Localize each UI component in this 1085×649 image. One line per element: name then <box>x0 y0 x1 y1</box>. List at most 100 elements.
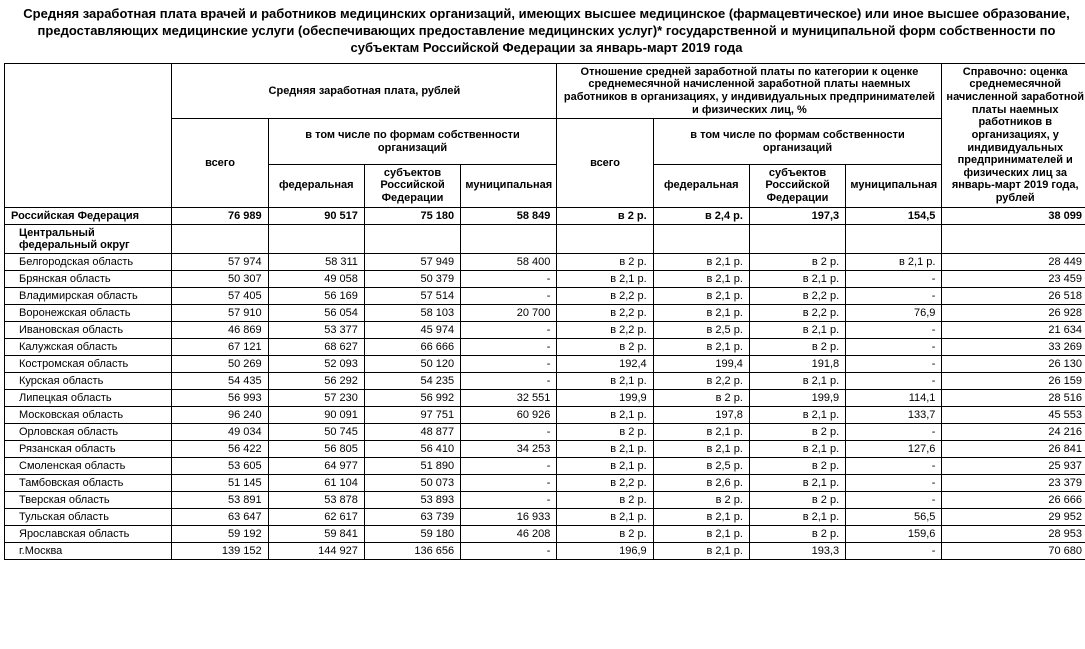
value-cell: 53 893 <box>364 491 460 508</box>
region-cell: Калужская область <box>5 338 172 355</box>
value-cell: в 2,1 р. <box>653 270 749 287</box>
value-cell: 159,6 <box>846 525 942 542</box>
value-cell: 97 751 <box>364 406 460 423</box>
value-cell: в 2,1 р. <box>749 440 845 457</box>
value-cell: 23 459 <box>942 270 1085 287</box>
value-cell: 28 953 <box>942 525 1085 542</box>
table-row: Костромская область50 26952 09350 120-19… <box>5 355 1085 372</box>
value-cell: 26 159 <box>942 372 1085 389</box>
value-cell: 59 192 <box>172 525 268 542</box>
value-cell: 50 120 <box>364 355 460 372</box>
value-cell <box>749 224 845 253</box>
value-cell: 64 977 <box>268 457 364 474</box>
value-cell: в 2,1 р. <box>557 457 653 474</box>
value-cell: 26 518 <box>942 287 1085 304</box>
region-cell: Курская область <box>5 372 172 389</box>
value-cell: 199,9 <box>557 389 653 406</box>
value-cell: - <box>846 491 942 508</box>
table-row: Тульская область63 64762 61763 73916 933… <box>5 508 1085 525</box>
table-row: г.Москва139 152144 927136 656-196,9в 2,1… <box>5 542 1085 559</box>
value-cell: 127,6 <box>846 440 942 457</box>
value-cell: - <box>846 287 942 304</box>
value-cell: 62 617 <box>268 508 364 525</box>
value-cell: 58 103 <box>364 304 460 321</box>
value-cell: 54 235 <box>364 372 460 389</box>
table-row: Липецкая область56 99357 23056 99232 551… <box>5 389 1085 406</box>
value-cell: в 2,2 р. <box>557 321 653 338</box>
value-cell: в 2,1 р. <box>557 372 653 389</box>
value-cell: в 2 р. <box>653 389 749 406</box>
value-cell: 49 058 <box>268 270 364 287</box>
value-cell: 46 869 <box>172 321 268 338</box>
value-cell: 50 269 <box>172 355 268 372</box>
value-cell: 56 169 <box>268 287 364 304</box>
value-cell: 144 927 <box>268 542 364 559</box>
value-cell: в 2,1 р. <box>557 406 653 423</box>
value-cell: 59 180 <box>364 525 460 542</box>
value-cell: в 2,1 р. <box>557 270 653 287</box>
value-cell: в 2,1 р. <box>653 440 749 457</box>
value-cell: 139 152 <box>172 542 268 559</box>
value-cell: в 2,1 р. <box>557 440 653 457</box>
value-cell <box>942 224 1085 253</box>
value-cell: в 2,2 р. <box>557 287 653 304</box>
value-cell: 26 666 <box>942 491 1085 508</box>
value-cell: 50 073 <box>364 474 460 491</box>
value-cell: 192,4 <box>557 355 653 372</box>
value-cell: - <box>461 372 557 389</box>
value-cell: 56 805 <box>268 440 364 457</box>
value-cell: - <box>461 474 557 491</box>
header-salary-federal: федеральная <box>268 164 364 207</box>
value-cell: 38 099 <box>942 207 1085 224</box>
value-cell: 21 634 <box>942 321 1085 338</box>
value-cell: - <box>461 287 557 304</box>
value-cell: 57 514 <box>364 287 460 304</box>
value-cell: 32 551 <box>461 389 557 406</box>
value-cell: 45 974 <box>364 321 460 338</box>
value-cell: 197,3 <box>749 207 845 224</box>
value-cell: 66 666 <box>364 338 460 355</box>
region-cell: Рязанская область <box>5 440 172 457</box>
value-cell: 67 121 <box>172 338 268 355</box>
region-cell: Липецкая область <box>5 389 172 406</box>
value-cell: 68 627 <box>268 338 364 355</box>
region-cell: Костромская область <box>5 355 172 372</box>
value-cell: 57 405 <box>172 287 268 304</box>
table-row: Калужская область67 12168 62766 666-в 2 … <box>5 338 1085 355</box>
value-cell: 56 410 <box>364 440 460 457</box>
region-cell: г.Москва <box>5 542 172 559</box>
region-cell: Тверская область <box>5 491 172 508</box>
value-cell: в 2 р. <box>557 338 653 355</box>
table-row: Российская Федерация76 98990 51775 18058… <box>5 207 1085 224</box>
value-cell: в 2 р. <box>557 423 653 440</box>
value-cell: 48 877 <box>364 423 460 440</box>
value-cell <box>172 224 268 253</box>
table-row: Рязанская область56 42256 80556 41034 25… <box>5 440 1085 457</box>
value-cell: 58 400 <box>461 253 557 270</box>
value-cell: 196,9 <box>557 542 653 559</box>
region-cell: Ярославская область <box>5 525 172 542</box>
value-cell: в 2,1 р. <box>653 542 749 559</box>
value-cell: 70 680 <box>942 542 1085 559</box>
value-cell <box>268 224 364 253</box>
header-salary-group: Средняя заработная плата, рублей <box>172 63 557 119</box>
value-cell: - <box>846 457 942 474</box>
value-cell: 52 093 <box>268 355 364 372</box>
value-cell: 46 208 <box>461 525 557 542</box>
header-salary-municipal: муниципальная <box>461 164 557 207</box>
value-cell: в 2 р. <box>557 253 653 270</box>
value-cell: в 2 р. <box>749 423 845 440</box>
value-cell: в 2,1 р. <box>653 423 749 440</box>
value-cell: в 2 р. <box>749 457 845 474</box>
value-cell: 59 841 <box>268 525 364 542</box>
value-cell: 26 841 <box>942 440 1085 457</box>
value-cell: 56 054 <box>268 304 364 321</box>
value-cell: 57 974 <box>172 253 268 270</box>
value-cell: 60 926 <box>461 406 557 423</box>
table-row: Смоленская область53 60564 97751 890-в 2… <box>5 457 1085 474</box>
value-cell: 58 311 <box>268 253 364 270</box>
value-cell: в 2,2 р. <box>557 474 653 491</box>
table-row: Брянская область50 30749 05850 379-в 2,1… <box>5 270 1085 287</box>
value-cell: 50 745 <box>268 423 364 440</box>
value-cell: - <box>461 355 557 372</box>
